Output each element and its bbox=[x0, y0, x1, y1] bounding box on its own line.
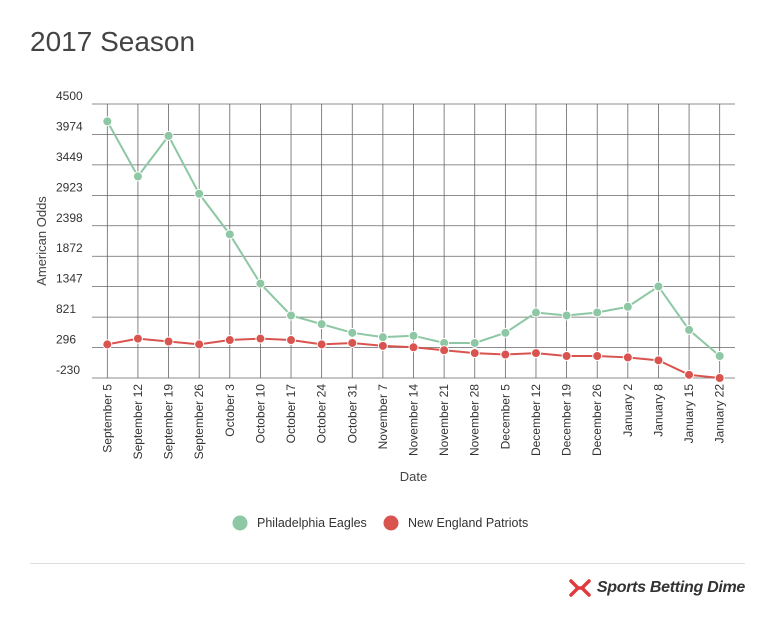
x-tick-label: October 17 bbox=[284, 384, 298, 444]
x-tick-label: September 26 bbox=[192, 384, 206, 460]
data-point bbox=[530, 348, 541, 359]
y-tick-label: 821 bbox=[56, 302, 76, 316]
x-tick-label: January 15 bbox=[682, 384, 696, 444]
data-point bbox=[163, 130, 174, 141]
data-point bbox=[714, 350, 725, 361]
y-tick-label: 3974 bbox=[56, 119, 83, 133]
data-point bbox=[347, 327, 358, 338]
legend-marker bbox=[232, 515, 248, 531]
legend-label: Philadelphia Eagles bbox=[257, 516, 367, 530]
brand-name: Sports Betting Dime bbox=[596, 579, 745, 596]
data-point bbox=[714, 373, 725, 383]
data-point bbox=[255, 333, 266, 344]
data-point bbox=[592, 307, 603, 318]
y-tick-label: 1347 bbox=[56, 272, 83, 286]
y-tick-label: 4500 bbox=[56, 89, 83, 103]
x-tick-label: December 12 bbox=[529, 384, 543, 456]
y-tick-label: 2923 bbox=[56, 180, 83, 194]
x-tick-label: September 5 bbox=[100, 384, 114, 453]
x-tick-label: November 28 bbox=[468, 384, 482, 456]
x-tick-label: November 7 bbox=[376, 384, 390, 450]
data-point bbox=[684, 369, 695, 380]
x-tick-label: December 19 bbox=[560, 384, 574, 456]
data-point bbox=[622, 352, 633, 363]
data-point bbox=[622, 301, 633, 312]
legend-label: New England Patriots bbox=[408, 516, 528, 530]
data-point bbox=[377, 340, 388, 351]
data-point bbox=[439, 345, 450, 356]
footer-divider bbox=[30, 563, 745, 564]
data-point bbox=[561, 310, 572, 321]
data-point bbox=[408, 330, 419, 341]
data-point bbox=[163, 336, 174, 347]
y-tick-label: 3449 bbox=[56, 150, 83, 164]
data-point bbox=[592, 350, 603, 361]
sports-betting-dime-logo-icon bbox=[569, 579, 591, 597]
data-point bbox=[255, 278, 266, 289]
data-point bbox=[286, 335, 297, 346]
data-point bbox=[653, 355, 664, 366]
data-point bbox=[500, 327, 511, 338]
x-tick-label: October 31 bbox=[345, 384, 359, 444]
data-point bbox=[408, 342, 419, 353]
x-tick-label: December 26 bbox=[590, 384, 604, 456]
x-tick-label: September 12 bbox=[131, 384, 145, 460]
data-point bbox=[224, 335, 235, 346]
x-tick-label: December 5 bbox=[498, 384, 512, 450]
x-tick-label: January 2 bbox=[621, 384, 635, 437]
data-point bbox=[194, 339, 205, 350]
data-point bbox=[347, 337, 358, 348]
data-point bbox=[102, 339, 113, 350]
x-tick-label: September 19 bbox=[162, 384, 176, 460]
data-point bbox=[316, 319, 327, 330]
data-point bbox=[224, 229, 235, 240]
brand-logo: Sports Betting Dime bbox=[569, 578, 745, 598]
x-tick-label: January 22 bbox=[713, 384, 727, 444]
data-point bbox=[653, 281, 664, 292]
x-tick-label: November 14 bbox=[407, 384, 421, 456]
legend-marker bbox=[383, 515, 399, 531]
data-point bbox=[377, 332, 388, 343]
y-tick-label: 2398 bbox=[56, 211, 83, 225]
chart-title: 2017 Season bbox=[30, 26, 196, 57]
data-point bbox=[132, 333, 143, 344]
data-point bbox=[561, 350, 572, 361]
data-point bbox=[469, 337, 480, 348]
data-point bbox=[102, 116, 113, 127]
data-point bbox=[316, 339, 327, 350]
x-tick-label: January 8 bbox=[651, 384, 665, 437]
x-axis-title: Date bbox=[400, 469, 427, 484]
data-point bbox=[684, 324, 695, 335]
y-axis-title: American Odds bbox=[34, 196, 49, 286]
data-point bbox=[194, 188, 205, 199]
y-tick-label: 296 bbox=[56, 333, 76, 347]
data-point bbox=[469, 348, 480, 359]
x-tick-label: October 3 bbox=[223, 384, 237, 437]
data-point bbox=[500, 349, 511, 360]
x-tick-label: November 21 bbox=[437, 384, 451, 456]
data-point bbox=[132, 171, 143, 182]
y-tick-label: -230 bbox=[56, 363, 80, 377]
x-tick-label: October 24 bbox=[315, 384, 329, 444]
data-point bbox=[530, 307, 541, 318]
y-tick-label: 1872 bbox=[56, 241, 83, 255]
data-point bbox=[286, 310, 297, 321]
x-tick-label: October 10 bbox=[253, 384, 267, 444]
